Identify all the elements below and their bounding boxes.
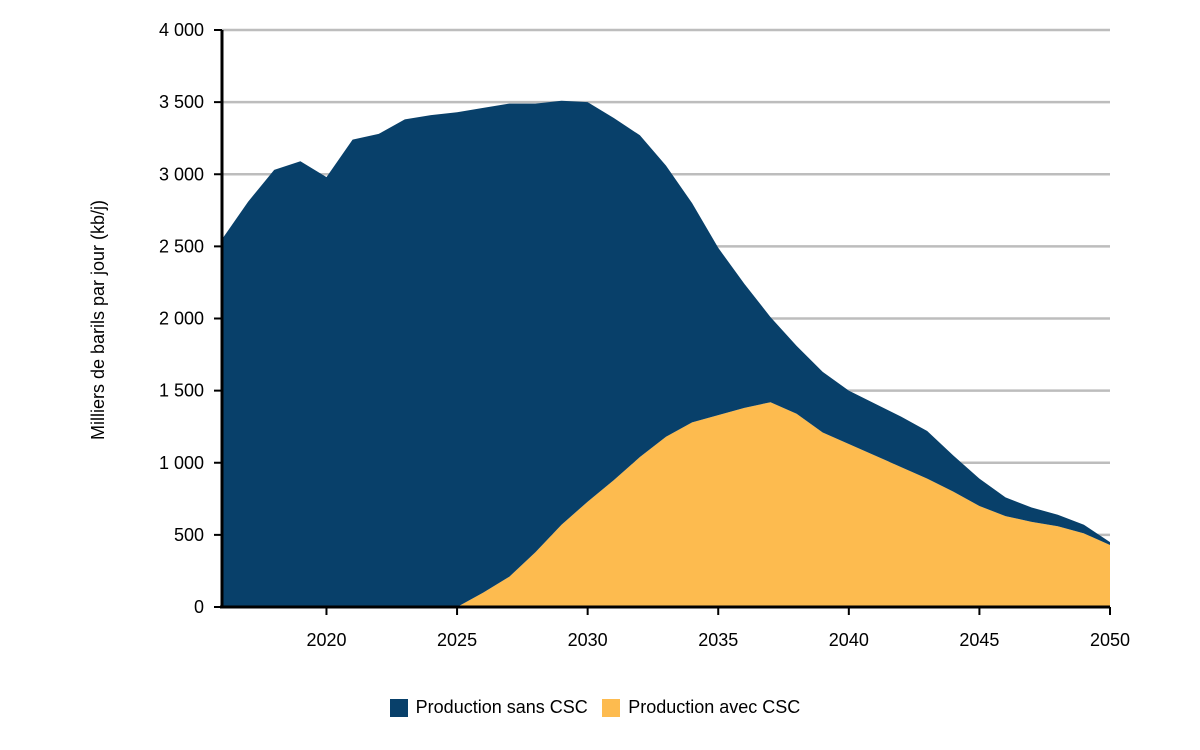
y-tick-label: 2 000 [159,309,204,329]
y-tick-label: 3 500 [159,92,204,112]
legend-swatch-avec-csc [602,698,621,717]
y-tick-label: 3 000 [159,164,204,184]
x-tick-label: 2035 [698,630,738,650]
x-tick-label: 2050 [1090,630,1130,650]
legend-swatch-sans-csc [389,698,408,717]
legend-label-sans-csc: Production sans CSC [415,697,588,717]
x-tick-label: 2025 [437,630,477,650]
y-tick-label: 1 000 [159,453,204,473]
area-sans-csc [222,100,1110,607]
y-tick-label: 4 000 [159,20,204,40]
x-tick-label: 2040 [829,630,869,650]
axes: 0 500 1 000 1 500 2 000 2 500 3 000 3 500 4 000 2… [159,20,1130,650]
legend: Production sans CSC Production avec CSC [0,697,1200,722]
area-chart: 0 500 1 000 1 500 2 000 2 500 3 000 3 500 4 000 2… [88,20,1130,650]
y-axis-label: Milliers de barils par jour (kb/j) [88,200,108,440]
y-tick-label: 2 500 [159,236,204,256]
y-tick-label: 1 500 [159,381,204,401]
legend-item-avec-csc: Production avec CSC [602,697,800,718]
y-tick-label: 500 [174,525,204,545]
x-tick-label: 2045 [959,630,999,650]
legend-label-avec-csc: Production avec CSC [628,697,801,717]
y-tick-label: 0 [194,597,204,617]
area-series [222,100,1110,607]
area-avec-csc [222,402,1110,607]
x-tick-label: 2030 [568,630,608,650]
legend-item-sans-csc: Production sans CSC [389,697,588,718]
x-tick-label: 2020 [306,630,346,650]
